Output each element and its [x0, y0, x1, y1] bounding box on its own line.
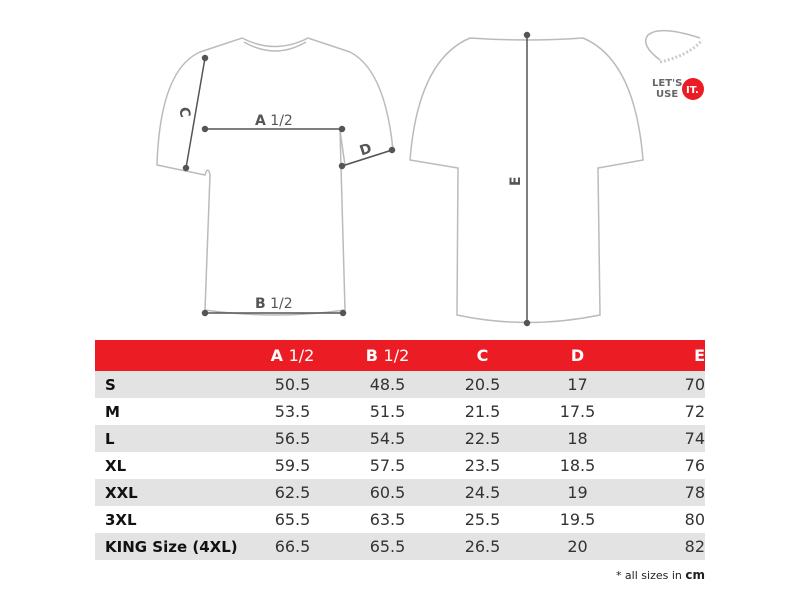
header-a: A 1/2 — [270, 346, 315, 365]
table-cell: 65.5 — [274, 510, 311, 529]
size-label: XXL — [105, 483, 138, 502]
table-cell: 57.5 — [369, 456, 406, 475]
table-cell: 50.5 — [274, 375, 311, 394]
table-cell: 70 — [684, 375, 705, 394]
table-cell: 24.5 — [464, 483, 501, 502]
table-header: A 1/2 B 1/2 C D E — [95, 340, 705, 371]
header-e: E — [694, 346, 705, 365]
header-b: B 1/2 — [365, 346, 410, 365]
header-d: D — [570, 346, 585, 365]
table-cell: 18 — [567, 429, 588, 448]
table-cell: 78 — [684, 483, 705, 502]
table-cell: 51.5 — [369, 402, 406, 421]
table-cell: 19 — [567, 483, 588, 502]
table-cell: 20 — [567, 537, 588, 556]
label-a: A 1/2 — [255, 113, 293, 129]
size-label: KING Size (4XL) — [105, 537, 238, 556]
table-cell: 56.5 — [274, 429, 311, 448]
table-row: XL 59.5 57.5 23.5 18.5 76 — [95, 452, 705, 479]
front-neckline — [243, 41, 307, 52]
table-cell: 82 — [684, 537, 705, 556]
table-cell: 17 — [567, 375, 588, 394]
table-cell: 54.5 — [369, 429, 406, 448]
size-label: L — [105, 429, 115, 448]
svg-text:USE: USE — [656, 89, 678, 100]
table-cell: 53.5 — [274, 402, 311, 421]
table-cell: 76 — [684, 456, 705, 475]
label-d: D — [358, 141, 374, 160]
table-row: 3XL 65.5 63.5 25.5 19.5 80 — [95, 506, 705, 533]
table-cell: 19.5 — [559, 510, 596, 529]
label-b: B 1/2 — [255, 296, 293, 312]
table-cell: 23.5 — [464, 456, 501, 475]
size-table: A 1/2 B 1/2 C D E S 50.5 48.5 20.5 17 70 M 53.5… — [95, 340, 705, 560]
logo: LET'S USE IT. — [645, 29, 704, 100]
table-cell: 74 — [684, 429, 705, 448]
table-cell: 80 — [684, 510, 705, 529]
table-row: XXL 62.5 60.5 24.5 19 78 — [95, 479, 705, 506]
table-cell: 48.5 — [369, 375, 406, 394]
label-e: E — [508, 176, 524, 186]
tshirt-diagram: A 1/2 B 1/2 C D E LET'S USE IT. — [156, 29, 704, 327]
table-cell: 26.5 — [464, 537, 501, 556]
table-cell: 25.5 — [464, 510, 501, 529]
table-cell: 66.5 — [274, 537, 311, 556]
hook-icon — [645, 29, 701, 61]
table-row: KING Size (4XL) 66.5 65.5 26.5 20 82 — [95, 533, 705, 560]
table-cell: 18.5 — [559, 456, 596, 475]
table-cell: 22.5 — [464, 429, 501, 448]
table-cell: 63.5 — [369, 510, 406, 529]
table-cell: 17.5 — [559, 402, 596, 421]
svg-text:LET'S: LET'S — [652, 78, 682, 89]
table-row: M 53.5 51.5 21.5 17.5 72 — [95, 398, 705, 425]
table-row: L 56.5 54.5 22.5 18 74 — [95, 425, 705, 452]
table-cell: 72 — [684, 402, 705, 421]
header-c: C — [476, 346, 489, 365]
table-cell: 62.5 — [274, 483, 311, 502]
table-cell: 65.5 — [369, 537, 406, 556]
size-label: XL — [105, 456, 127, 475]
label-c: C — [175, 106, 193, 119]
size-label: S — [105, 375, 116, 394]
table-cell: 20.5 — [464, 375, 501, 394]
front-shirt-outline — [156, 37, 394, 316]
size-label: M — [105, 402, 120, 421]
table-cell: 60.5 — [369, 483, 406, 502]
units-note: * all sizes in cm — [615, 568, 705, 582]
table-cell: 59.5 — [274, 456, 311, 475]
table-row: S 50.5 48.5 20.5 17 70 — [95, 371, 705, 398]
back-shirt-outline — [409, 37, 644, 324]
size-label: 3XL — [105, 510, 137, 529]
table-cell: 21.5 — [464, 402, 501, 421]
svg-text:IT.: IT. — [686, 85, 699, 96]
